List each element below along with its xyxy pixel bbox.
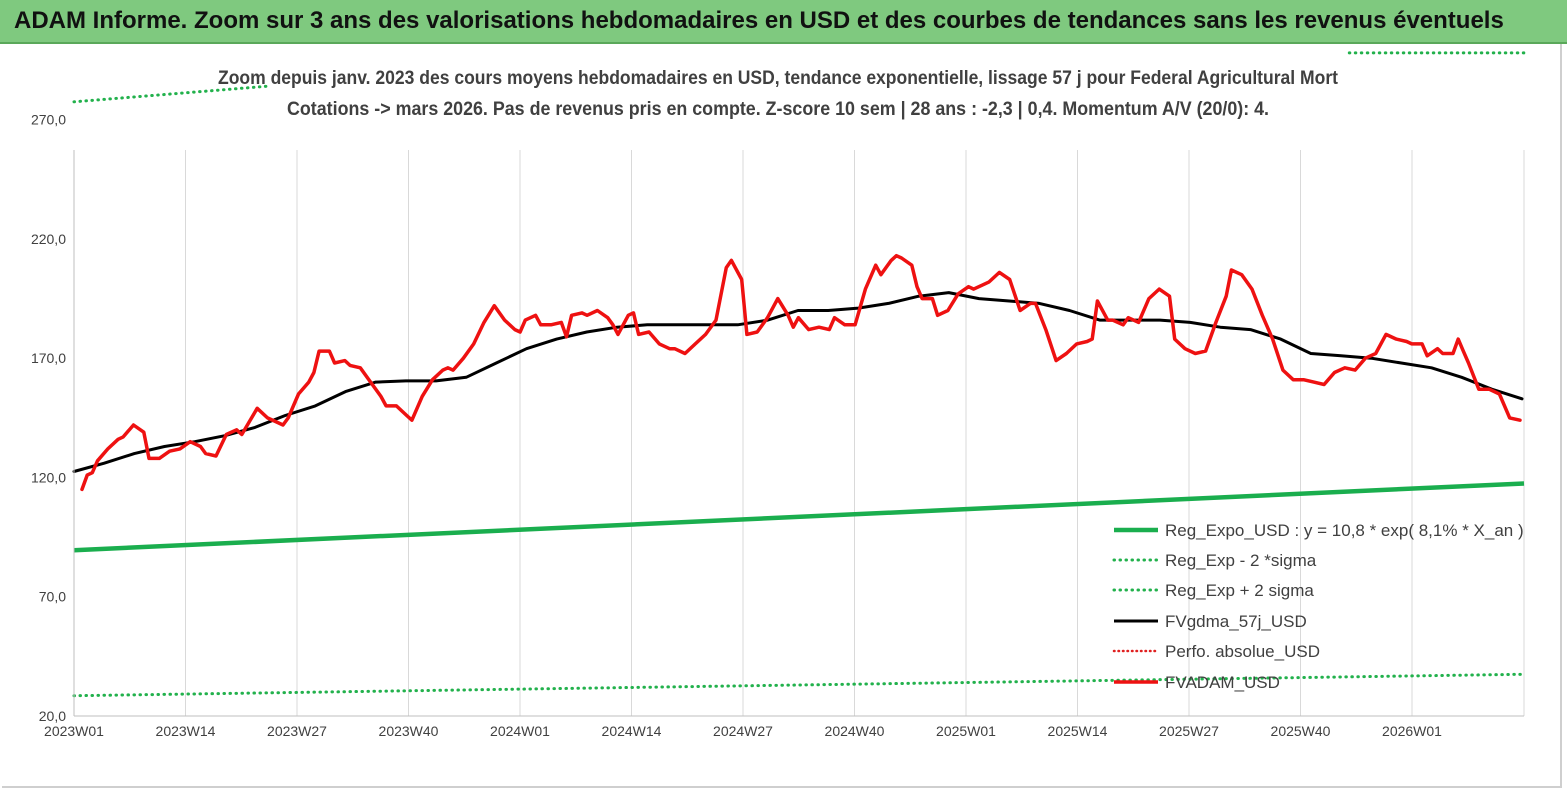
legend-label-2: Reg_Exp + 2 sigma xyxy=(1165,581,1314,600)
x-tick-label: 2024W01 xyxy=(490,723,550,739)
chart-title-line2: Cotations -> mars 2026. Pas de revenus p… xyxy=(287,99,1269,120)
chart-frame xyxy=(2,44,1562,788)
axes: 20,0 70,0 120,0 170,0 220,0 270,0 2023W01 2023W… xyxy=(31,112,1524,739)
series-fvadam xyxy=(80,253,1522,492)
y-tick-label: 20,0 xyxy=(39,708,66,724)
x-tick-label: 2023W14 xyxy=(156,723,216,739)
x-tick-label: 2023W40 xyxy=(379,723,439,739)
legend-label-4: Perfo. absolue_USD xyxy=(1165,642,1320,661)
legend: Reg_Expo_USD : y = 10,8 * exp( 8,1% * X_… xyxy=(1112,521,1524,692)
x-tick-label: 2026W01 xyxy=(1382,723,1442,739)
x-tick-label: 2023W27 xyxy=(267,723,327,739)
y-tick-label: 220,0 xyxy=(31,231,66,247)
series-reg-plus-2sigma-0 xyxy=(72,84,268,104)
report-banner: ADAM Informe. Zoom sur 3 ans des valoris… xyxy=(0,0,1567,44)
x-tick-label: 2025W27 xyxy=(1159,723,1219,739)
grid-lines xyxy=(73,150,1525,716)
y-tick-label: 270,0 xyxy=(31,112,66,128)
legend-label-0: Reg_Expo_USD : y = 10,8 * exp( 8,1% * X_… xyxy=(1165,521,1524,540)
series-group xyxy=(72,51,1526,698)
x-tick-label: 2024W14 xyxy=(602,723,662,739)
x-tick-label: 2024W40 xyxy=(825,723,885,739)
x-tick-label: 2024W27 xyxy=(713,723,773,739)
series-reg-expo xyxy=(73,481,1525,553)
banner-title: ADAM Informe. Zoom sur 3 ans des valoris… xyxy=(14,7,1504,34)
x-tick-label: 2025W01 xyxy=(936,723,996,739)
y-tick-label: 170,0 xyxy=(31,350,66,366)
y-tick-label: 70,0 xyxy=(39,589,66,605)
legend-label-3: FVgdma_57j_USD xyxy=(1165,612,1307,631)
x-tick-label: 2023W01 xyxy=(44,723,104,739)
legend-label-1: Reg_Exp - 2 *sigma xyxy=(1165,551,1317,570)
chart-text: Zoom depuis janv. 2023 des cours moyens … xyxy=(218,68,1339,120)
x-tick-label: 2025W14 xyxy=(1048,723,1108,739)
x-tick-label: 2025W40 xyxy=(1271,723,1331,739)
chart-title-line1: Zoom depuis janv. 2023 des cours moyens … xyxy=(218,68,1339,89)
legend-label-5: FVADAM_USD xyxy=(1165,673,1280,692)
series-fvgdma xyxy=(72,291,1524,473)
series-reg-minus-2sigma xyxy=(72,672,1526,698)
y-tick-label: 120,0 xyxy=(31,469,66,485)
